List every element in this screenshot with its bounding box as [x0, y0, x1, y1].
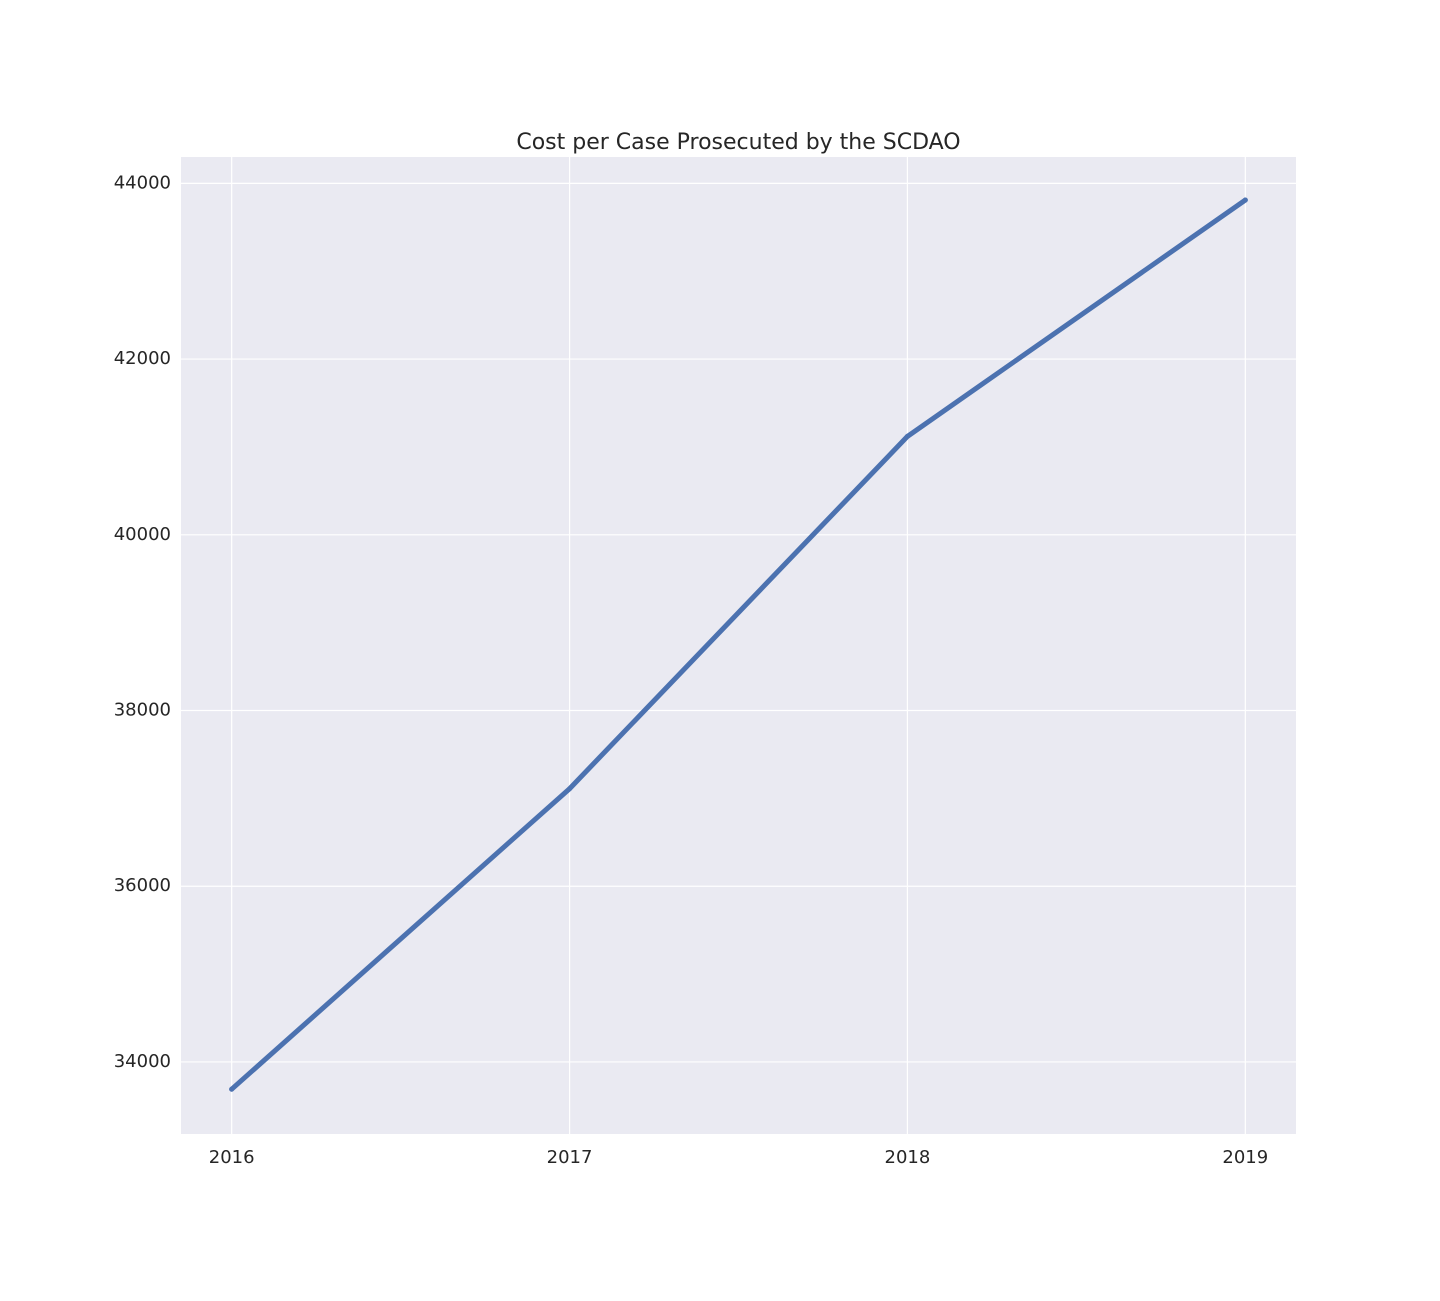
data-point — [567, 786, 573, 792]
y-tick-label: 38000 — [114, 700, 171, 721]
x-axis-ticks: 2016 2017 2018 2019 — [209, 1147, 1268, 1168]
y-tick-label: 36000 — [114, 875, 171, 896]
series-line — [229, 197, 1248, 1092]
x-tick-label: 2017 — [547, 1147, 593, 1168]
chart-title: Cost per Case Prosecuted by the SCDAO — [516, 130, 960, 155]
data-point — [904, 433, 910, 439]
y-tick-label: 44000 — [114, 172, 171, 193]
data-point — [229, 1086, 235, 1092]
grid-lines — [181, 157, 1296, 1134]
y-tick-label: 42000 — [114, 348, 171, 369]
x-tick-label: 2019 — [1222, 1147, 1268, 1168]
data-point — [1242, 197, 1248, 203]
x-tick-label: 2018 — [885, 1147, 931, 1168]
y-tick-label: 34000 — [114, 1051, 171, 1072]
series-layer — [229, 197, 1248, 1092]
x-tick-label: 2016 — [209, 1147, 255, 1168]
y-axis-ticks: 34000 36000 38000 40000 42000 44000 — [114, 172, 171, 1072]
y-tick-label: 40000 — [114, 524, 171, 545]
